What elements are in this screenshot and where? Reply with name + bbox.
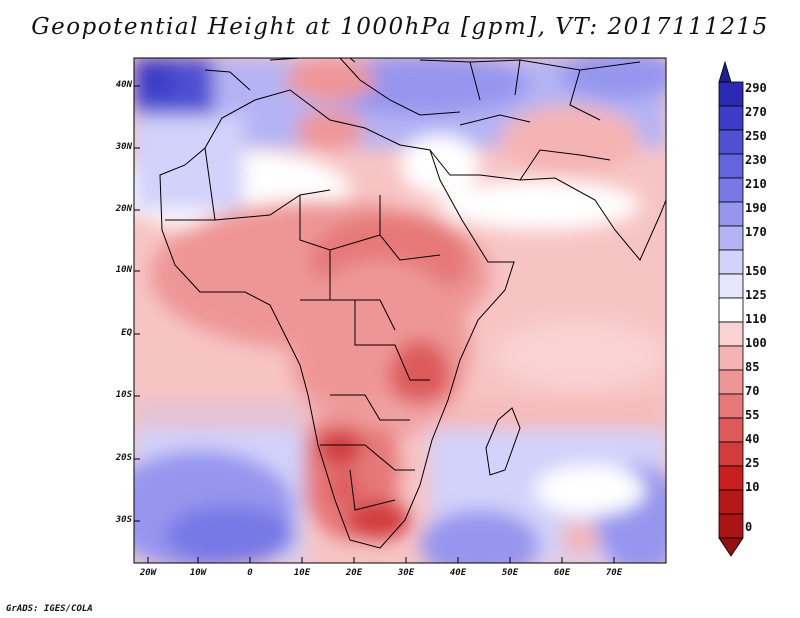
colorbar-bin [718, 201, 744, 227]
lon-label: 0 [247, 568, 253, 578]
geopotential-heatmap [134, 58, 666, 563]
colorbar-label: 85 [745, 360, 760, 374]
lon-label: 10W [189, 568, 207, 578]
colorbar-label: 190 [745, 201, 767, 215]
lat-label: 30S [115, 515, 132, 525]
colorbar-bin [718, 177, 744, 203]
map-title: Geopotential Height at 1000hPa [gpm], VT… [31, 14, 769, 40]
lat-label: 10N [115, 265, 132, 275]
colorbar-bin [718, 105, 744, 131]
colorbar-bin [718, 489, 744, 515]
colorbar-bin [718, 465, 744, 491]
lat-label: 10S [115, 390, 132, 400]
colorbar-label: 290 [745, 81, 767, 95]
colorbar-bin [718, 153, 744, 179]
lat-label: 40N [115, 80, 132, 90]
colorbar [718, 60, 744, 557]
colorbar-bin [718, 129, 744, 155]
colorbar-label: 250 [745, 129, 767, 143]
lon-label: 30E [397, 568, 415, 578]
colorbar-label: 170 [745, 225, 767, 239]
colorbar-bin [718, 417, 744, 443]
colorbar-label: 40 [745, 432, 760, 446]
colorbar-bin [718, 321, 744, 347]
colorbar-label: 0 [745, 520, 753, 534]
colorbar-label: 270 [745, 105, 767, 119]
colorbar-bin [718, 345, 744, 371]
colorbar-bin [718, 369, 744, 395]
colorbar-label: 230 [745, 153, 767, 167]
colorbar-label: 70 [745, 384, 760, 398]
lon-label: 10E [293, 568, 311, 578]
colorbar-label: 10 [745, 480, 760, 494]
colorbar-label: 25 [745, 456, 760, 470]
colorbar-label: 150 [745, 264, 767, 278]
colorbar-bin [718, 273, 744, 299]
colorbar-label: 55 [745, 408, 760, 422]
colorbar-bin [718, 249, 744, 275]
colorbar-label: 125 [745, 288, 767, 302]
lon-label: 20W [139, 568, 157, 578]
colorbar-bottom-arrow [718, 537, 744, 557]
colorbar-bin [718, 225, 744, 251]
colorbar-label: 110 [745, 312, 767, 326]
lon-label: 60E [553, 568, 571, 578]
colorbar-bin [718, 81, 744, 107]
colorbar-top-arrow [718, 60, 732, 83]
colorbar-label: 210 [745, 177, 767, 191]
lat-label: 30N [115, 142, 132, 152]
colorbar-bin [718, 513, 744, 539]
colorbar-label: 100 [745, 336, 767, 350]
plot-frame [133, 57, 667, 564]
lon-label: 70E [605, 568, 623, 578]
coastline-borders [159, 58, 666, 549]
grads-credit: GrADS: IGES/COLA [6, 604, 93, 614]
colorbar-bin [718, 297, 744, 323]
lon-label: 50E [501, 568, 519, 578]
lat-label: EQ [121, 328, 132, 338]
lat-label: 20N [115, 204, 132, 214]
lon-label: 20E [345, 568, 363, 578]
lat-label: 20S [115, 453, 132, 463]
lon-label: 40E [449, 568, 467, 578]
colorbar-bin [718, 393, 744, 419]
axis-ticks [134, 85, 615, 563]
colorbar-bin [718, 441, 744, 467]
